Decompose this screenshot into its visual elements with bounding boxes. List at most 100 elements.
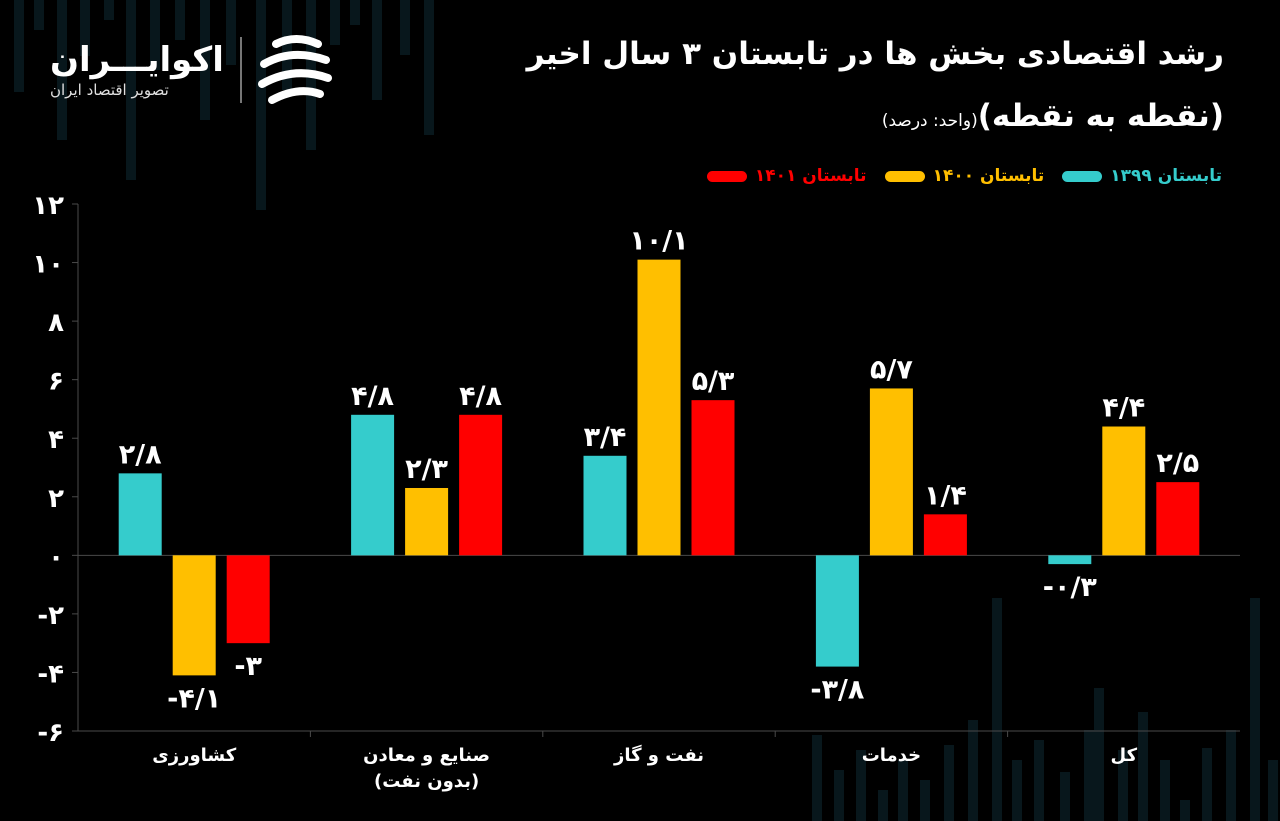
subtitle-main: (نقطه به نقطه) <box>977 98 1224 134</box>
bar-series-1-cat-2 <box>637 259 681 556</box>
bar-series-2-cat-3 <box>923 514 967 556</box>
data-label: ۵/۷ <box>870 354 913 385</box>
bar-series-2-cat-1 <box>459 414 503 556</box>
bar-series-0-cat-2 <box>583 455 627 556</box>
x-tick-label: خدمات <box>862 745 921 766</box>
bar-series-1-cat-1 <box>405 487 449 556</box>
bar-series-2-cat-4 <box>1156 482 1200 556</box>
bg-decor-bar-10 <box>256 0 266 210</box>
chart-title: رشد اقتصادی بخش ها در تابستان ۳ سال اخیر <box>526 36 1224 72</box>
data-label: -۰/۳ <box>1043 572 1098 603</box>
y-tick-label: ۱۲ <box>32 191 64 221</box>
chart-subtitle: (نقطه به نقطه)(واحد: درصد) <box>882 98 1224 134</box>
bar-series-2-cat-0 <box>226 555 270 644</box>
bar-series-0-cat-0 <box>118 473 162 556</box>
bg-decor-bar-26 <box>992 598 1002 821</box>
bg-decor-bar-6 <box>150 0 160 70</box>
bg-decor-bar-11 <box>282 0 292 90</box>
bg-decor-bar-30 <box>1084 730 1094 821</box>
data-label: -۳ <box>234 651 262 682</box>
bg-decor-bar-29 <box>1060 772 1070 821</box>
logo-text: اکوایـــران تصویر اقتصاد ایران <box>50 40 224 100</box>
bg-decor-bar-1 <box>34 0 44 30</box>
bg-decor-bar-14 <box>350 0 360 25</box>
bg-decor-bar-8 <box>200 0 210 120</box>
legend-swatch <box>884 170 925 182</box>
y-tick-label: -۴ <box>37 659 64 689</box>
legend-swatch <box>706 170 747 182</box>
data-label: ۴/۴ <box>1102 393 1145 424</box>
bg-decor-bar-13 <box>330 0 340 45</box>
bg-decor-bar-15 <box>372 0 382 100</box>
x-tick-label: نفت و گاز <box>613 744 704 766</box>
bg-decor-bar-20 <box>856 750 866 821</box>
legend-item-1: تابستان ۱۴۰۰ <box>884 166 1045 186</box>
bg-decor-bar-39 <box>1268 760 1278 821</box>
ecoiran-logo-icon <box>257 35 332 104</box>
data-label: ۵/۳ <box>692 366 735 397</box>
bar-series-2-cat-2 <box>691 400 735 556</box>
bg-decor-bar-33 <box>1138 712 1148 821</box>
bar-series-0-cat-1 <box>351 414 395 556</box>
data-label: ۴/۸ <box>351 381 394 412</box>
logo-tagline: تصویر اقتصاد ایران <box>50 81 169 99</box>
legend-item-2: تابستان ۱۴۰۱ <box>706 166 867 186</box>
y-tick-label: ۱۰ <box>32 250 64 280</box>
bar-series-0-cat-3 <box>815 555 859 667</box>
y-tick-label: ۶ <box>48 367 64 397</box>
data-label: ۲/۵ <box>1156 448 1199 479</box>
bg-decor-bar-28 <box>1034 740 1044 821</box>
bg-decor-bar-19 <box>834 770 844 821</box>
bg-decor-bar-32 <box>1118 750 1128 821</box>
bg-decor-bar-23 <box>920 780 930 821</box>
bg-decor-bar-5 <box>126 0 136 180</box>
bar-series-1-cat-3 <box>869 388 913 556</box>
bg-decor-bar-4 <box>104 0 114 20</box>
bg-decor-bar-2 <box>57 0 67 140</box>
y-tick-label: ۰ <box>48 542 64 572</box>
legend-label: تابستان ۱۳۹۹ <box>1110 166 1222 186</box>
x-tick-label: (بدون نفت) <box>374 771 479 792</box>
data-label: -۳/۸ <box>810 675 865 706</box>
bar-series-1-cat-4 <box>1102 426 1146 556</box>
data-label: ۲/۳ <box>405 454 448 485</box>
chart-legend: تابستان ۱۴۰۱ تابستان ۱۴۰۰ تابستان ۱۳۹۹ <box>706 166 1222 186</box>
legend-swatch <box>1062 170 1103 182</box>
subtitle-unit: (واحد: درصد) <box>881 111 978 131</box>
logo-divider <box>239 37 242 103</box>
bg-decor-bar-24 <box>944 745 954 821</box>
logo-name: اکوایـــران <box>50 40 224 80</box>
legend-label: تابستان ۱۴۰۰ <box>932 166 1045 186</box>
data-label: ۴/۸ <box>459 381 502 412</box>
bg-decor-bar-36 <box>1202 748 1212 821</box>
bg-decor-bar-35 <box>1180 800 1190 821</box>
bg-decor-bar-21 <box>878 790 888 821</box>
bg-decor-bar-25 <box>968 720 978 821</box>
x-tick-label: کشاورزی <box>152 745 236 766</box>
data-label: ۲/۸ <box>119 439 162 470</box>
y-tick-label: ۴ <box>48 425 64 455</box>
bar-series-0-cat-4 <box>1048 555 1092 565</box>
data-label: ۱۰/۱ <box>629 226 688 257</box>
data-label: ۳/۴ <box>584 422 627 453</box>
y-tick-label: ۲ <box>48 484 64 514</box>
y-tick-label: -۲ <box>37 601 64 631</box>
legend-item-0: تابستان ۱۳۹۹ <box>1062 166 1222 186</box>
x-tick-label: صنایع و معادن <box>363 745 490 766</box>
logo: اکوایـــران تصویر اقتصاد ایران <box>50 32 334 108</box>
data-label: -۴/۱ <box>167 683 221 714</box>
bg-decor-bar-3 <box>80 0 90 56</box>
bg-decor-bar-27 <box>1012 760 1022 821</box>
bg-decor-bar-38 <box>1250 598 1260 821</box>
bg-decor-bar-34 <box>1160 760 1170 821</box>
bg-decor-bar-22 <box>898 760 908 821</box>
bar-series-1-cat-0 <box>172 555 216 676</box>
bg-decor-bar-37 <box>1226 730 1236 821</box>
bg-decor-bar-16 <box>400 0 410 55</box>
y-tick-label: -۶ <box>37 718 64 748</box>
bg-decor-bar-9 <box>226 0 236 65</box>
x-tick-label: کل <box>1111 745 1138 766</box>
bg-decor-bar-17 <box>424 0 434 135</box>
bg-decor-bar-31 <box>1094 688 1104 821</box>
